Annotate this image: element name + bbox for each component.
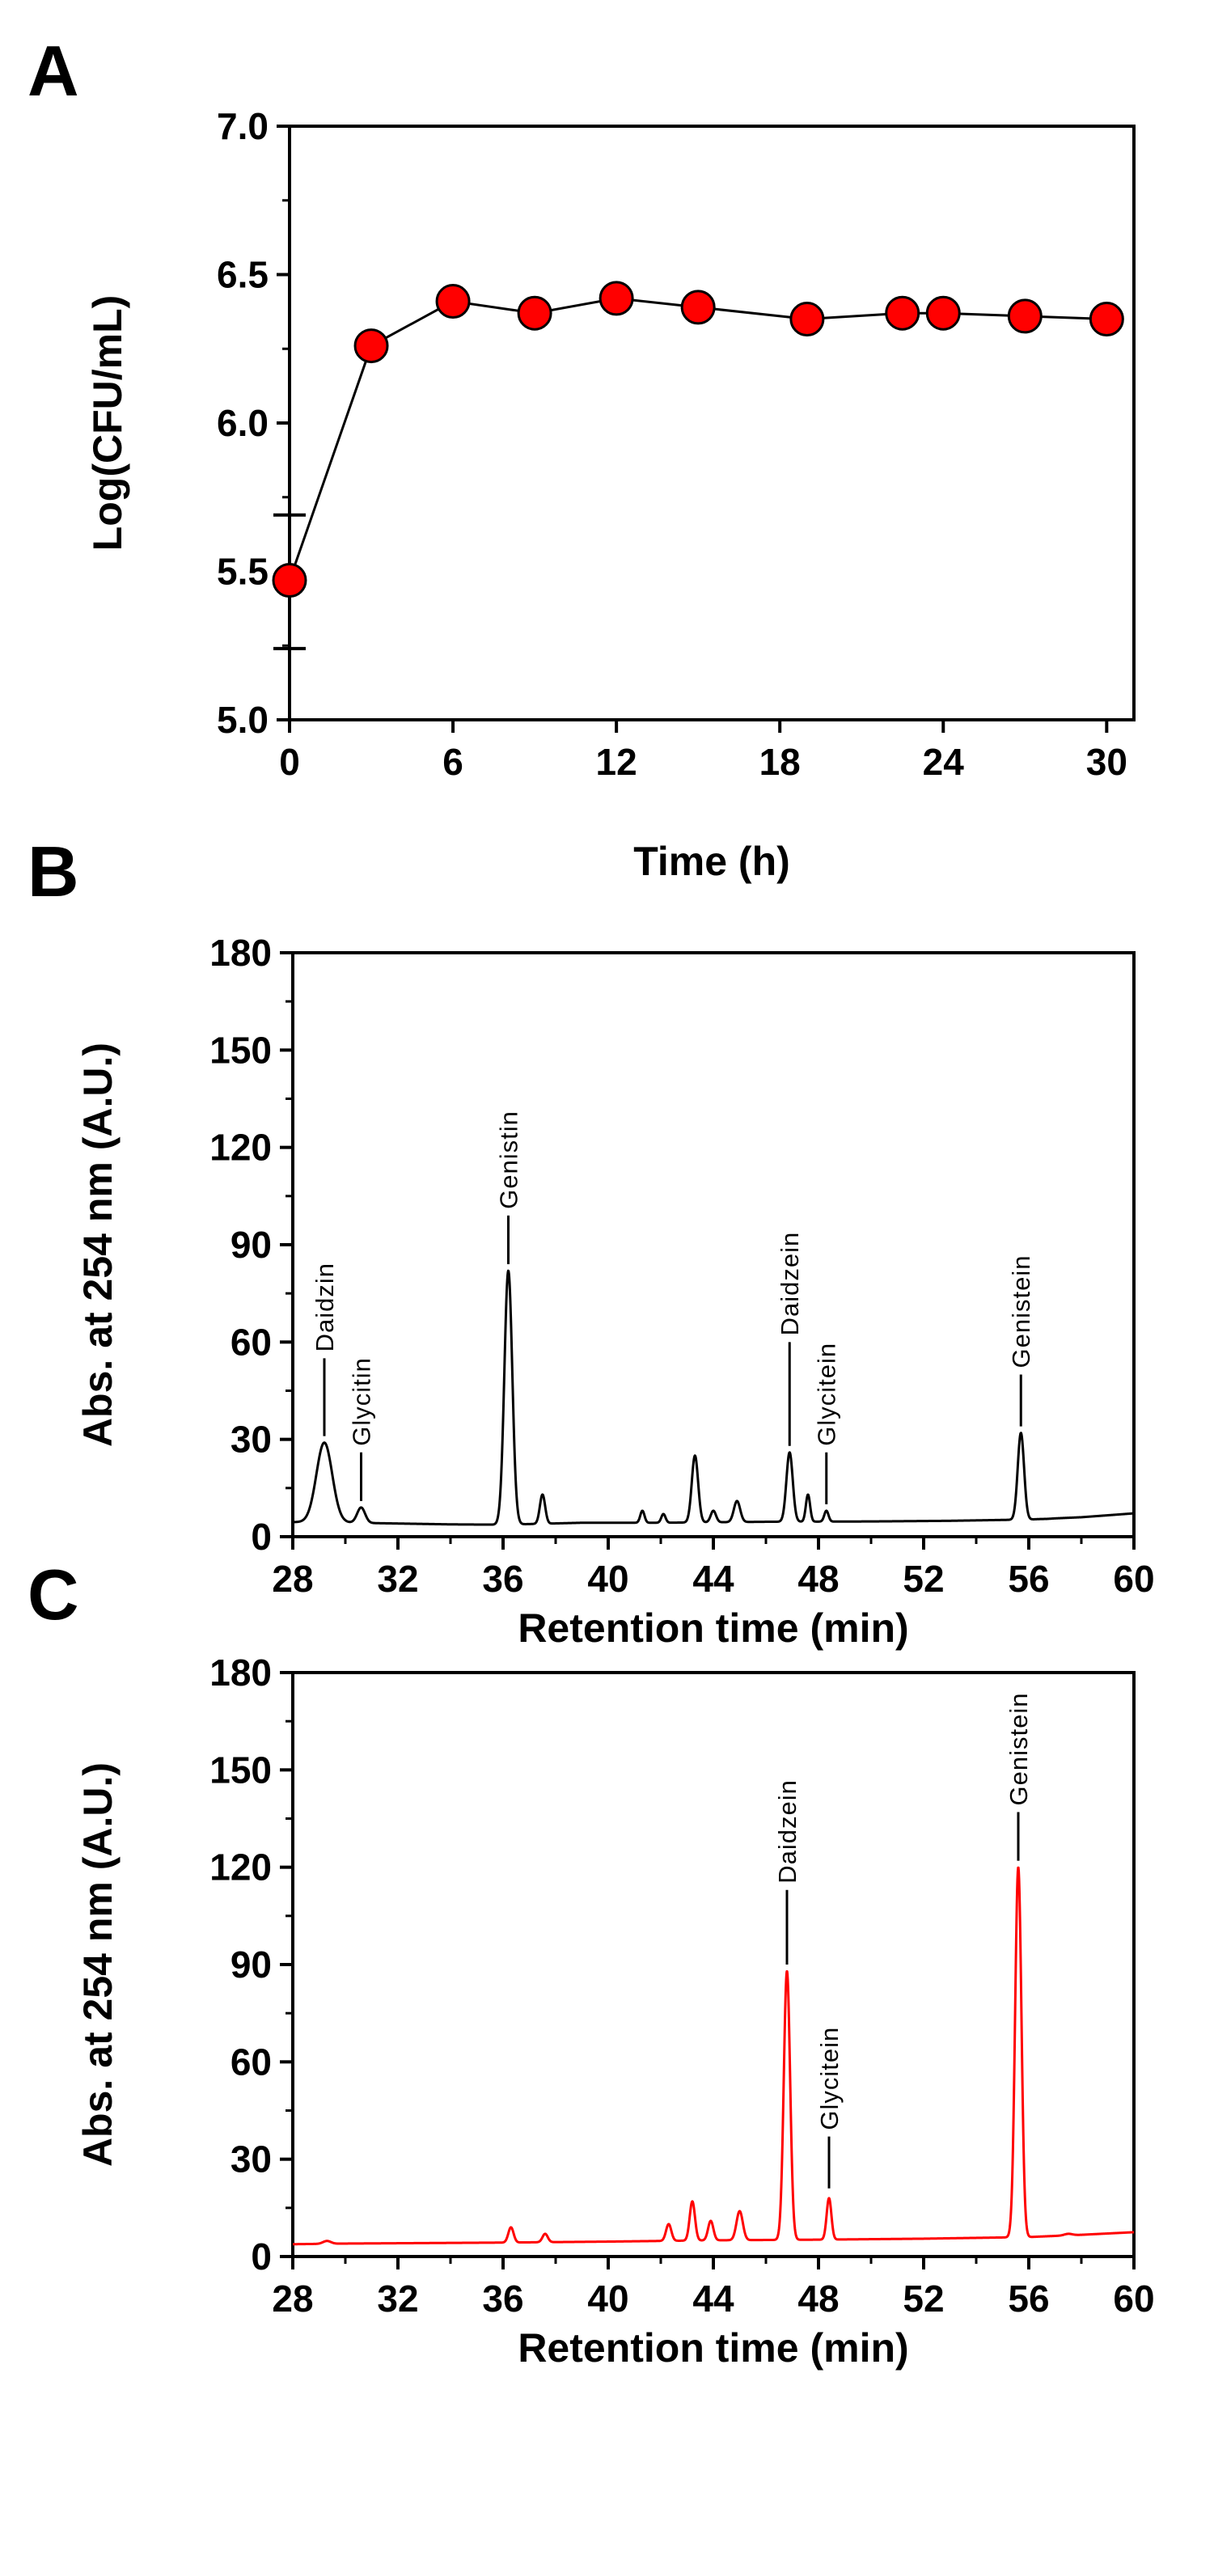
chart-b-xtick-label: 56	[1008, 1558, 1049, 1600]
chart-b-xtick-label: 28	[272, 1558, 313, 1600]
chart-c-ytick-label: 0	[251, 2235, 272, 2278]
chart-b-xtick-label: 48	[797, 1558, 839, 1600]
chart-b-annotation-genistein: Genistein	[1007, 1254, 1035, 1368]
chart-b-ytick-label: 90	[231, 1224, 272, 1266]
chart-c-xtick-label: 28	[272, 2278, 313, 2320]
panel-a: A 5.0 5.5 6.0 6.5 7.0 0 6 12 18 24 30 Time (h) Log(C…	[27, 31, 1136, 884]
chart-b-ytick-label: 180	[209, 932, 272, 974]
panel-b: B 0 30 60 90 120 150 180 28 32 36 40 44 48 52 56 60 Rete…	[27, 831, 1155, 1651]
chart-b-annotation-daidzein: Daidzein	[776, 1232, 804, 1336]
panel-letter-a: A	[27, 31, 79, 111]
chart-a-xtick-label: 6	[442, 741, 463, 783]
chart-c-ylabel: Abs. at 254 nm (A.U.)	[75, 1762, 121, 2167]
chart-c-xtick-label: 40	[587, 2278, 628, 2320]
chart-c-ytick-label: 120	[209, 1846, 272, 1889]
chart-b-annotation-genistin: Genistin	[495, 1110, 523, 1209]
chart-a-xtick-label: 24	[923, 741, 965, 783]
chart-c-ytick-label: 90	[231, 1944, 272, 1986]
chart-a-point	[789, 302, 825, 337]
chart-b-ytick-label: 150	[209, 1029, 272, 1071]
chart-b-xtick-label: 60	[1113, 1558, 1154, 1600]
chart-c-xtick-label: 32	[377, 2278, 418, 2320]
chart-c-xtick-label: 36	[482, 2278, 523, 2320]
chart-a-xtick-label: 18	[759, 741, 801, 783]
chart-c-annotation-glycitein: Glycitein	[815, 2027, 844, 2130]
chart-a-ytick-label: 7.0	[217, 105, 269, 147]
chart-a-ylabel: Log(CFU/mL)	[85, 295, 130, 552]
chart-a-xtick-label: 12	[596, 741, 637, 783]
chart-c-xlabel: Retention time (min)	[518, 2325, 908, 2371]
chart-a-ytick-label: 6.0	[217, 402, 269, 444]
chart-b-ytick-label: 30	[231, 1419, 272, 1461]
chart-c-trace	[291, 1866, 1136, 2246]
chart-b-annotation-glycitin: Glycitin	[348, 1357, 376, 1446]
chart-b-xlabel: Retention time (min)	[518, 1605, 908, 1651]
chart-b-xtick-label: 44	[692, 1558, 734, 1600]
chart-b-xtick-label: 36	[482, 1558, 523, 1600]
chart-a-point	[272, 563, 307, 599]
chart-b-xtick-label: 32	[377, 1558, 418, 1600]
chart-b-xtick-label: 52	[903, 1558, 944, 1600]
chart-a-ytick-label: 5.5	[217, 551, 269, 593]
chart-b-ytick-label: 60	[231, 1321, 272, 1363]
chart-b-xtick-label: 40	[587, 1558, 628, 1600]
chart-b-ytick-label: 0	[251, 1516, 272, 1558]
chart-a-point	[1007, 298, 1043, 334]
panel-letter-c: C	[27, 1554, 79, 1635]
chart-c-xtick-label: 48	[797, 2278, 839, 2320]
chart-c-xtick-label: 60	[1113, 2278, 1154, 2320]
chart-b-trace	[291, 1269, 1136, 1526]
chart-c-annotation-daidzein: Daidzein	[773, 1779, 802, 1884]
chart-c-annotation-genistein: Genistein	[1005, 1693, 1033, 1806]
chart-a-ytick-label: 6.5	[217, 254, 269, 296]
chart-b-annotation-daidzin: Daidzin	[311, 1263, 339, 1351]
chart-a-xtick-label: 0	[279, 741, 300, 783]
chart-a-point	[599, 281, 634, 316]
chart-c-xtick-label: 52	[903, 2278, 944, 2320]
chart-b-ytick-label: 120	[209, 1127, 272, 1169]
chart-c-ytick-label: 150	[209, 1749, 272, 1791]
chart-c-ytick-label: 60	[231, 2041, 272, 2083]
chart-c-ytick-label: 180	[209, 1652, 272, 1694]
chart-a-point	[1089, 302, 1124, 337]
chart-b-annotation-glycitein: Glycitein	[813, 1343, 841, 1446]
chart-a-xlabel: Time (h)	[633, 839, 790, 884]
chart-c-xtick-label: 44	[692, 2278, 734, 2320]
chart-a-xtick-label: 30	[1086, 741, 1127, 783]
chart-a-point	[353, 328, 389, 364]
chart-c-xtick-label: 56	[1008, 2278, 1049, 2320]
chart-a-point	[925, 295, 961, 331]
panel-c: C 0 30 60 90 120 150 180 28 32 36 40 44 48 52 56 60 Rete…	[27, 1554, 1155, 2371]
chart-a-point	[435, 284, 471, 319]
chart-a-point	[680, 290, 716, 325]
chart-c-ytick-label: 30	[231, 2138, 272, 2181]
chart-a-point	[517, 295, 552, 331]
chart-b-ylabel: Abs. at 254 nm (A.U.)	[75, 1043, 121, 1447]
chart-a-point	[885, 295, 920, 331]
chart-a-ytick-label: 5.0	[217, 699, 269, 741]
panel-letter-b: B	[27, 831, 79, 912]
